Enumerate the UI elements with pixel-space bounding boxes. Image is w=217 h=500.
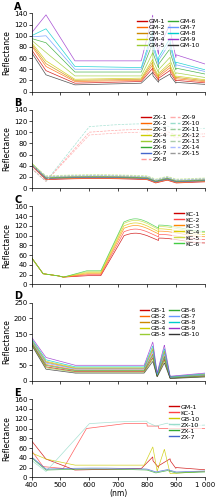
Legend: GM-1, KC-1, GB-10, ZX-10, ZX-1, ZX-7: GM-1, KC-1, GB-10, ZX-10, ZX-1, ZX-7 [168, 402, 202, 442]
Text: C: C [14, 194, 21, 204]
Y-axis label: Reflectance: Reflectance [2, 30, 11, 75]
X-axis label: (nm): (nm) [109, 489, 127, 498]
Text: A: A [14, 2, 22, 12]
Text: D: D [14, 291, 22, 301]
Legend: GM-1, GM-2, GM-3, GM-4, GM-5, GM-6, GM-7, GM-8, GM-9, GM-10: GM-1, GM-2, GM-3, GM-4, GM-5, GM-6, GM-7… [136, 16, 202, 50]
Legend: ZX-1, ZX-2, ZX-3, ZX-4, ZX-5, ZX-6, ZX-7, ZX-8, ZX-9, ZX-10, ZX-11, ZX-12, ZX-13: ZX-1, ZX-2, ZX-3, ZX-4, ZX-5, ZX-6, ZX-7… [139, 113, 202, 164]
Y-axis label: Reflectance: Reflectance [2, 126, 11, 172]
Y-axis label: Reflectance: Reflectance [2, 320, 11, 364]
Y-axis label: Reflectance: Reflectance [2, 416, 11, 461]
Legend: KC-1, KC-2, KC-3, KC-4, KC-5, KC-6: KC-1, KC-2, KC-3, KC-4, KC-5, KC-6 [172, 210, 202, 248]
Text: E: E [14, 388, 21, 398]
Text: B: B [14, 98, 21, 108]
Y-axis label: Reflectance: Reflectance [2, 223, 11, 268]
Legend: GB-1, GB-2, GB-3, GB-4, GB-5, GB-6, GB-7, GB-8, GB-9, GB-10: GB-1, GB-2, GB-3, GB-4, GB-5, GB-6, GB-7… [138, 306, 202, 339]
